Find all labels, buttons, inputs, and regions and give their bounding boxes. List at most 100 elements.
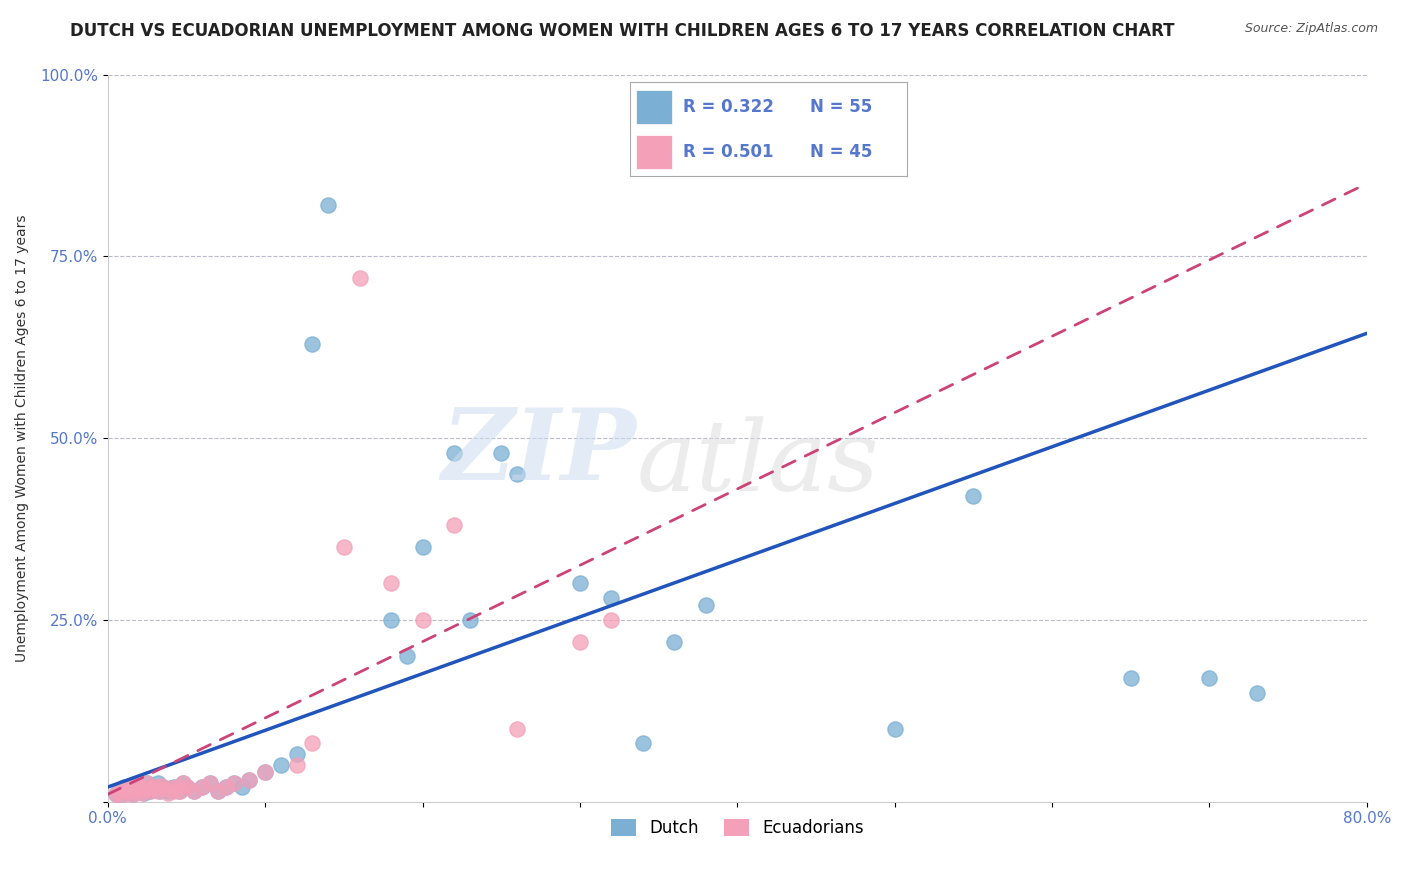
Point bbox=[301, 336, 323, 351]
Point bbox=[191, 780, 214, 794]
Point bbox=[139, 783, 162, 797]
Point bbox=[110, 789, 132, 803]
Point bbox=[333, 540, 356, 554]
Point bbox=[122, 787, 145, 801]
Point bbox=[148, 776, 170, 790]
Point bbox=[128, 780, 150, 794]
Point bbox=[152, 780, 174, 794]
Text: ZIP: ZIP bbox=[441, 404, 637, 500]
Y-axis label: Unemployment Among Women with Children Ages 6 to 17 years: Unemployment Among Women with Children A… bbox=[15, 214, 30, 662]
Point bbox=[254, 765, 277, 780]
Point bbox=[120, 783, 142, 797]
Point bbox=[176, 780, 198, 794]
Point bbox=[285, 758, 308, 772]
Point bbox=[600, 613, 623, 627]
Point bbox=[349, 271, 371, 285]
Point bbox=[962, 489, 984, 503]
Point bbox=[143, 781, 166, 796]
Point bbox=[149, 783, 172, 797]
Point bbox=[163, 780, 186, 794]
Point bbox=[159, 781, 181, 796]
Point bbox=[412, 540, 434, 554]
Point bbox=[695, 599, 717, 613]
Point bbox=[231, 780, 253, 794]
Point bbox=[152, 781, 174, 796]
Point bbox=[139, 783, 162, 797]
Point bbox=[1246, 685, 1268, 699]
Point bbox=[115, 783, 138, 797]
Point bbox=[568, 576, 591, 591]
Point bbox=[143, 780, 166, 794]
Point bbox=[395, 649, 418, 664]
Text: Source: ZipAtlas.com: Source: ZipAtlas.com bbox=[1244, 22, 1378, 36]
Point bbox=[136, 776, 159, 790]
Point bbox=[125, 779, 148, 793]
Point bbox=[215, 780, 238, 794]
Point bbox=[112, 780, 135, 794]
Point bbox=[191, 780, 214, 794]
Point bbox=[238, 772, 260, 787]
Point bbox=[131, 781, 153, 796]
Point bbox=[380, 613, 402, 627]
Point bbox=[128, 780, 150, 794]
Point bbox=[568, 634, 591, 648]
Point bbox=[148, 783, 170, 797]
Point bbox=[117, 786, 139, 800]
Point bbox=[183, 783, 205, 797]
Point bbox=[207, 783, 229, 797]
Point bbox=[115, 786, 138, 800]
Point bbox=[215, 780, 238, 794]
Point bbox=[141, 781, 163, 796]
Point bbox=[122, 787, 145, 801]
Point bbox=[108, 783, 131, 797]
Point bbox=[125, 779, 148, 793]
Point bbox=[458, 613, 481, 627]
Point bbox=[104, 787, 127, 801]
Point bbox=[506, 467, 529, 482]
Point bbox=[131, 786, 153, 800]
Point bbox=[1198, 671, 1220, 685]
Point bbox=[664, 634, 686, 648]
Point bbox=[136, 776, 159, 790]
Text: DUTCH VS ECUADORIAN UNEMPLOYMENT AMONG WOMEN WITH CHILDREN AGES 6 TO 17 YEARS CO: DUTCH VS ECUADORIAN UNEMPLOYMENT AMONG W… bbox=[70, 22, 1175, 40]
Point bbox=[222, 776, 245, 790]
Point bbox=[316, 198, 339, 212]
Point bbox=[135, 781, 157, 796]
Point bbox=[156, 786, 179, 800]
Legend: Dutch, Ecuadorians: Dutch, Ecuadorians bbox=[605, 813, 870, 844]
Point bbox=[380, 576, 402, 591]
Point bbox=[412, 613, 434, 627]
Point bbox=[169, 783, 191, 797]
Point bbox=[156, 783, 179, 797]
Point bbox=[222, 776, 245, 790]
Point bbox=[172, 776, 194, 790]
Text: atlas: atlas bbox=[637, 416, 879, 511]
Point bbox=[198, 776, 221, 790]
Point bbox=[254, 765, 277, 780]
Point bbox=[270, 758, 292, 772]
Point bbox=[631, 736, 654, 750]
Point bbox=[104, 787, 127, 801]
Point bbox=[132, 786, 155, 800]
Point bbox=[1119, 671, 1142, 685]
Point bbox=[108, 783, 131, 797]
Point bbox=[198, 776, 221, 790]
Point bbox=[176, 780, 198, 794]
Point bbox=[167, 783, 190, 797]
Point bbox=[128, 783, 150, 797]
Point bbox=[301, 736, 323, 750]
Point bbox=[183, 783, 205, 797]
Point bbox=[159, 781, 181, 796]
Point bbox=[491, 445, 513, 459]
Point bbox=[883, 722, 905, 736]
Point bbox=[112, 781, 135, 796]
Point bbox=[163, 783, 186, 797]
Point bbox=[443, 445, 465, 459]
Point bbox=[141, 780, 163, 794]
Point bbox=[172, 776, 194, 790]
Point bbox=[207, 783, 229, 797]
Point bbox=[600, 591, 623, 605]
Point bbox=[166, 780, 188, 794]
Point bbox=[238, 772, 260, 787]
Point bbox=[285, 747, 308, 762]
